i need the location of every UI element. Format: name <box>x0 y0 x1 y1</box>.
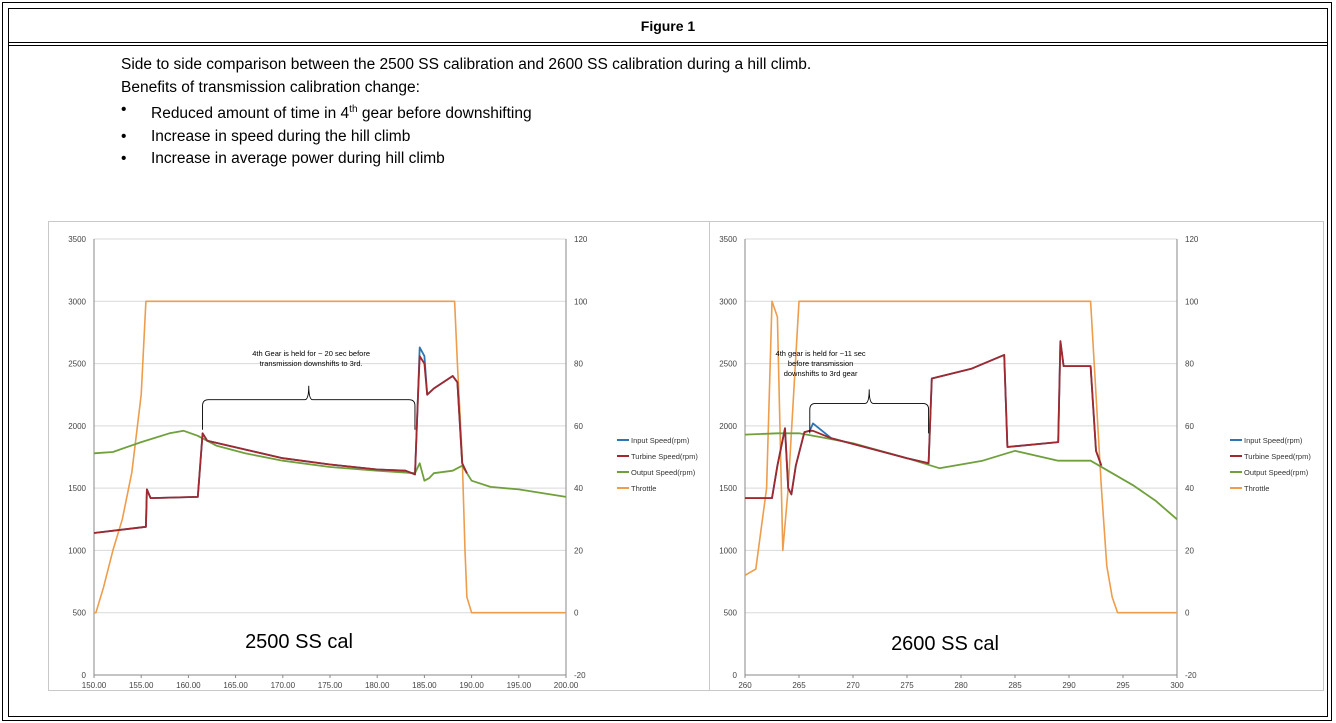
y-left-tick-label: 500 <box>73 609 87 618</box>
series-line <box>744 300 1177 614</box>
legend-label: Input Speed(rpm) <box>1244 436 1303 445</box>
y-left-tick-label: 3500 <box>68 235 86 244</box>
benefit-text-1-post: gear before downshifting <box>357 105 532 123</box>
x-tick-label: 275 <box>900 681 914 690</box>
x-tick-label: 180.00 <box>365 681 390 690</box>
x-tick-label: 300 <box>1170 681 1184 690</box>
chart-2500-panel: 0 500 1000 1500 2000 2500 3000 3500 -20 0 20 40 60 80… <box>48 221 712 691</box>
y-right-tick-label: 120 <box>574 235 588 244</box>
y-right-tick-label: -20 <box>574 671 586 680</box>
benefits-list: • Reduced amount of time in 4th gear bef… <box>121 99 532 171</box>
x-tick-label: 190.00 <box>459 681 484 690</box>
annotation-text: 4th Gear is held for ~ 20 sec before <box>252 349 370 358</box>
y-right-tick-label: 60 <box>1185 422 1194 431</box>
y-left-tick-label: 3000 <box>68 297 86 306</box>
x-tick-label: 280 <box>954 681 968 690</box>
legend-label: Input Speed(rpm) <box>631 436 690 445</box>
x-tick-label: 270 <box>846 681 860 690</box>
x-tick-label: 200.00 <box>554 681 579 690</box>
chart-calibration-label: 2600 SS cal <box>891 633 999 655</box>
x-tick-label: 295 <box>1116 681 1130 690</box>
y-left-tick-label: 2500 <box>68 360 86 369</box>
benefit-text-2: Increase in speed during the hill climb <box>151 127 411 145</box>
series-line <box>94 300 566 614</box>
y-left-tick-label: 2000 <box>719 422 737 431</box>
legend-label: Output Speed(rpm) <box>1244 468 1309 477</box>
bullet-icon: • <box>121 150 127 168</box>
figure-title: Figure 1 <box>9 9 1327 43</box>
benefit-item-2: • Increase in speed during the hill clim… <box>121 126 532 149</box>
benefit-text-3: Increase in average power during hill cl… <box>151 150 445 168</box>
benefit-text-1-pre: Reduced amount of time in 4 <box>151 105 350 123</box>
intro-line-1: Side to side comparison between the 2500… <box>121 56 812 73</box>
chart-calibration-label: 2500 SS cal <box>245 631 353 653</box>
y-left-tick-label: 500 <box>724 609 738 618</box>
x-tick-label: 160.00 <box>176 681 201 690</box>
y-left-tick-label: 1000 <box>719 546 737 555</box>
chart-2600-panel: 0 500 1000 1500 2000 2500 3000 3500 -20 0 20 40 60 80… <box>709 221 1324 691</box>
y-right-tick-label: 0 <box>1185 609 1190 618</box>
chart-2600-svg: 0 500 1000 1500 2000 2500 3000 3500 -20 0 20 40 60 80… <box>719 235 1311 690</box>
y-right-tick-label: 60 <box>574 422 583 431</box>
x-tick-label: 195.00 <box>507 681 532 690</box>
y-left-tick-label: 0 <box>82 671 87 680</box>
y-left-tick-label: 2500 <box>719 360 737 369</box>
benefit-item-3: • Increase in average power during hill … <box>121 148 532 171</box>
series-line <box>744 432 1178 520</box>
y-left-tick-label: 1000 <box>68 546 86 555</box>
x-tick-label: 170.00 <box>271 681 296 690</box>
y-right-tick-label: 40 <box>1185 484 1194 493</box>
annotation-bracket <box>809 389 930 434</box>
intro-line-2: Benefits of transmission calibration cha… <box>121 78 420 96</box>
figure-body: Side to side comparison between the 2500… <box>9 45 1327 716</box>
legend-label: Output Speed(rpm) <box>631 468 696 477</box>
x-tick-label: 265 <box>792 681 806 690</box>
x-tick-label: 150.00 <box>82 681 107 690</box>
legend-label: Turbine Speed(rpm) <box>631 452 698 461</box>
x-tick-label: 165.00 <box>223 681 248 690</box>
chart-2500-svg: 0 500 1000 1500 2000 2500 3000 3500 -20 0 20 40 60 80… <box>68 235 698 690</box>
intro-text: Side to side comparison between the 2500… <box>121 54 811 99</box>
y-left-tick-label: 1500 <box>719 484 737 493</box>
bullet-icon: • <box>121 101 127 118</box>
series-line <box>93 429 567 498</box>
y-left-tick-label: 0 <box>733 671 738 680</box>
y-right-tick-label: 40 <box>574 484 583 493</box>
y-right-tick-label: 100 <box>574 297 588 306</box>
y-right-tick-label: 20 <box>1185 546 1194 555</box>
x-tick-label: 155.00 <box>129 681 154 690</box>
x-tick-label: 185.00 <box>412 681 437 690</box>
figure-table: Figure 1 Side to side comparison between… <box>8 8 1328 717</box>
annotation-bracket <box>202 385 416 430</box>
y-left-tick-label: 3500 <box>719 235 737 244</box>
x-tick-label: 175.00 <box>318 681 343 690</box>
y-left-tick-label: 3000 <box>719 297 737 306</box>
annotation-text: downshifts to 3rd gear <box>784 369 858 378</box>
benefit-text-1-sup: th <box>349 104 358 115</box>
series-line <box>93 355 468 534</box>
benefit-item-1: • Reduced amount of time in 4th gear bef… <box>121 99 532 126</box>
y-right-tick-label: 20 <box>574 546 583 555</box>
y-left-tick-label: 2000 <box>68 422 86 431</box>
y-right-tick-label: 80 <box>1185 360 1194 369</box>
legend-label: Turbine Speed(rpm) <box>1244 452 1311 461</box>
annotation-text: before transmission <box>788 359 853 368</box>
x-tick-label: 260 <box>738 681 752 690</box>
y-right-tick-label: 120 <box>1185 235 1199 244</box>
y-right-tick-label: 100 <box>1185 297 1199 306</box>
bullet-icon: • <box>121 127 127 145</box>
series-line <box>745 340 1103 500</box>
annotation-text: transmission downshifts to 3rd. <box>260 359 363 368</box>
legend-label: Throttle <box>631 484 656 493</box>
y-right-tick-label: 80 <box>574 360 583 369</box>
y-left-tick-label: 1500 <box>68 484 86 493</box>
x-tick-label: 290 <box>1062 681 1076 690</box>
legend-label: Throttle <box>1244 484 1269 493</box>
y-right-tick-label: 0 <box>574 609 579 618</box>
x-tick-label: 285 <box>1008 681 1022 690</box>
annotation-text: 4th gear is held for ~11 sec <box>776 349 866 358</box>
y-right-tick-label: -20 <box>1185 671 1197 680</box>
